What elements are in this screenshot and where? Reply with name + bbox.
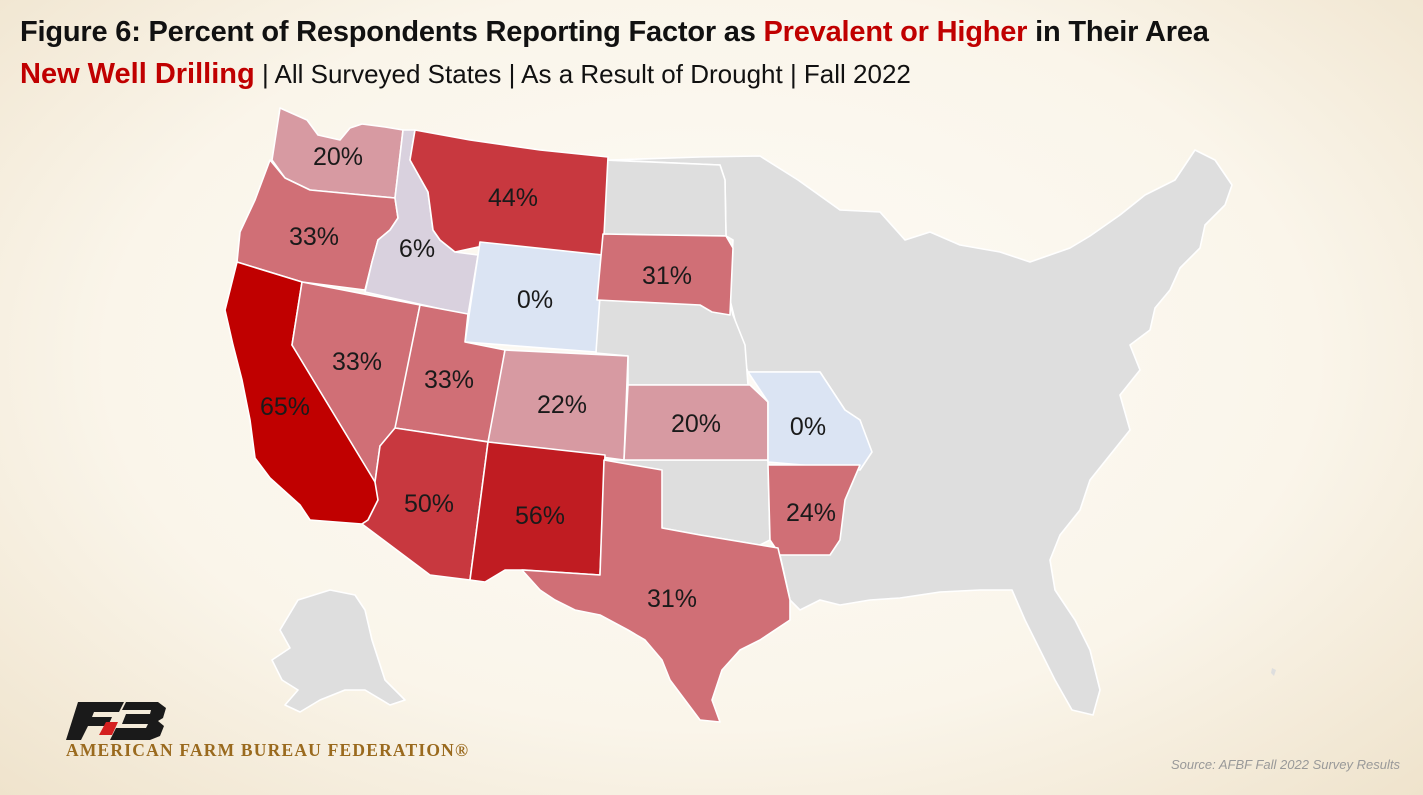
state-mo	[747, 371, 873, 471]
hawaii-silhouette	[1271, 668, 1276, 676]
label-tx: 31%	[647, 585, 697, 613]
surveyed-states	[224, 107, 873, 723]
state-wy	[464, 241, 604, 353]
subtitle-details: | All Surveyed States | As a Result of D…	[254, 59, 911, 89]
organization-wordmark: AMERICAN FARM BUREAU FEDERATION®	[66, 740, 470, 760]
subtitle-topic: New Well Drilling	[20, 58, 255, 90]
afbf-logo-icon	[66, 702, 166, 740]
label-wy: 0%	[517, 286, 553, 314]
alaska-silhouette	[271, 589, 406, 713]
label-ca: 65%	[260, 393, 310, 421]
label-ut: 33%	[424, 366, 474, 394]
non-surveyed-region	[271, 149, 1276, 716]
label-mt: 44%	[488, 184, 538, 212]
label-ar: 24%	[786, 499, 836, 527]
label-co: 22%	[537, 391, 587, 419]
title-prefix: Figure 6: Percent of Respondents Reporti…	[20, 16, 764, 48]
state-mt	[409, 129, 609, 256]
label-nm: 56%	[515, 502, 565, 530]
label-az: 50%	[404, 490, 454, 518]
label-sd: 31%	[642, 262, 692, 290]
source-note: Source: AFBF Fall 2022 Survey Results	[1170, 757, 1400, 772]
state-labels: 20% 33% 65% 6% 44% 0% 31% 33% 33% 22% 20…	[260, 143, 836, 613]
title-suffix: in Their Area	[1027, 16, 1209, 48]
label-nv: 33%	[332, 348, 382, 376]
label-or: 33%	[289, 223, 339, 251]
state-ar	[767, 464, 861, 556]
figure-title: Figure 6: Percent of Respondents Reporti…	[20, 16, 1209, 49]
label-ks: 20%	[671, 410, 721, 438]
state-sd	[596, 233, 734, 316]
figure-subtitle: New Well Drilling | All Surveyed States …	[20, 58, 911, 91]
label-mo: 0%	[790, 413, 826, 441]
label-wa: 20%	[313, 143, 363, 171]
state-tx	[521, 459, 791, 723]
title-highlight: Prevalent or Higher	[763, 16, 1028, 48]
label-id: 6%	[399, 235, 435, 263]
